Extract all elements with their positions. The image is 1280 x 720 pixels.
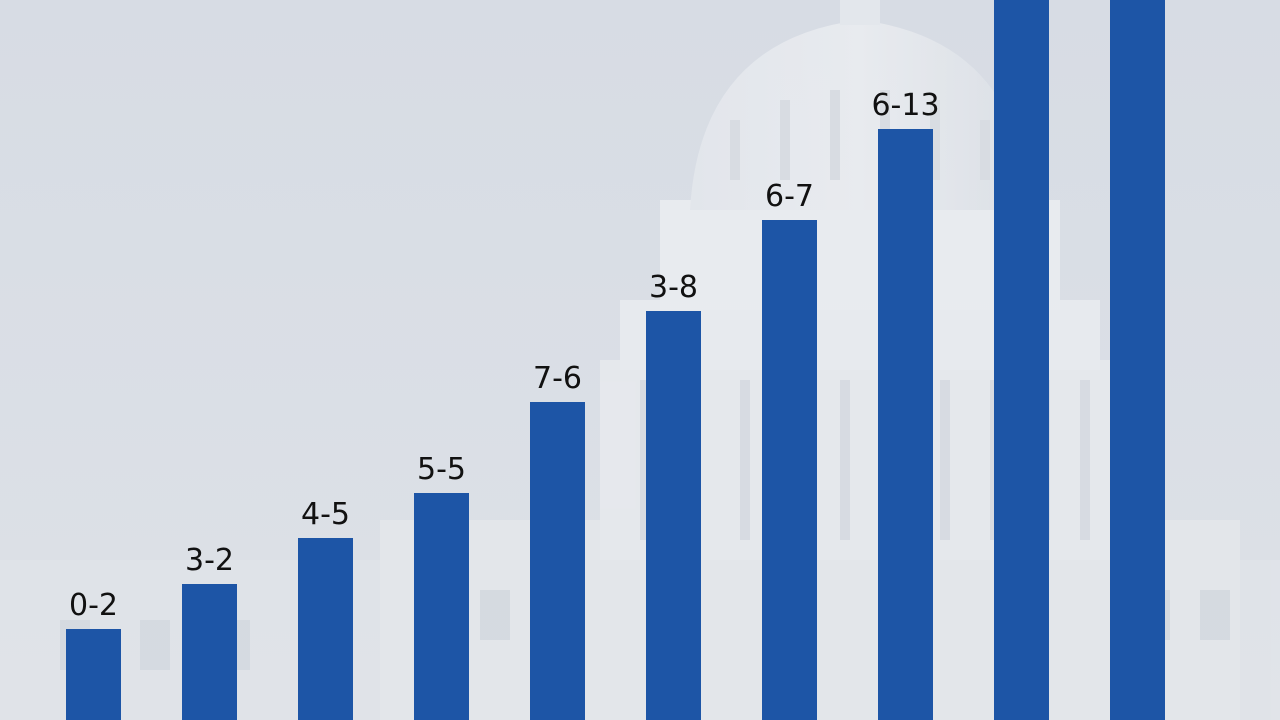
bar-7 xyxy=(762,220,817,720)
bar-5 xyxy=(530,402,585,720)
bar-8 xyxy=(878,129,933,720)
bar-value-label-5: 7-6 xyxy=(533,361,582,396)
data-label-group: 0-2 3-2 4-5 5-5 7-6 3-8 6-7 6-13 xyxy=(69,88,940,623)
bar-value-label-8: 6-13 xyxy=(871,88,939,123)
bar-10 xyxy=(1110,0,1165,720)
bar-value-label-2: 3-2 xyxy=(185,543,234,578)
bar-value-label-4: 5-5 xyxy=(417,452,466,487)
bar-4 xyxy=(414,493,469,720)
bar-value-label-3: 4-5 xyxy=(301,497,350,532)
bar-2 xyxy=(182,584,237,720)
bar-group xyxy=(66,0,1165,720)
bar-value-label-7: 6-7 xyxy=(765,179,814,214)
bar-6 xyxy=(646,311,701,720)
bar-value-label-6: 3-8 xyxy=(649,270,698,305)
bar-value-label-1: 0-2 xyxy=(69,588,118,623)
bar-3 xyxy=(298,538,353,720)
bar-1 xyxy=(66,629,121,720)
bar-9 xyxy=(994,0,1049,720)
